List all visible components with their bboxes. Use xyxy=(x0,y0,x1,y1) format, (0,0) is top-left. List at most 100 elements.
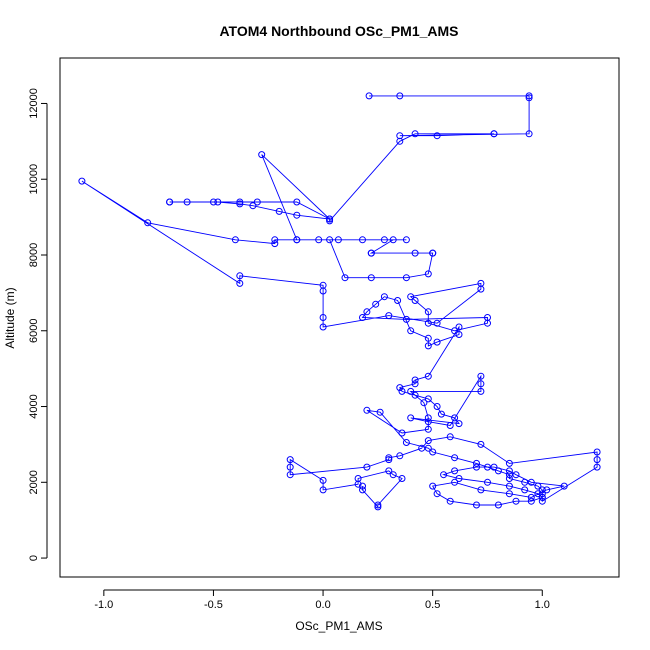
data-point xyxy=(402,274,410,282)
chart-title: ATOM4 Northbound OSc_PM1_AMS xyxy=(219,23,458,39)
data-point xyxy=(389,236,397,244)
data-point xyxy=(293,211,301,219)
data-point xyxy=(341,274,349,282)
data-point xyxy=(593,463,601,471)
data-point xyxy=(424,425,432,433)
data-point xyxy=(407,387,415,395)
data-point xyxy=(359,486,366,494)
data-point xyxy=(525,92,533,100)
data-point xyxy=(286,456,294,464)
data-point xyxy=(236,279,244,287)
data-point xyxy=(477,279,485,287)
data-point xyxy=(402,439,410,446)
data-point xyxy=(359,314,366,321)
data-point xyxy=(236,198,244,206)
data-point xyxy=(451,454,459,462)
data-point xyxy=(484,478,491,486)
data-point xyxy=(385,456,393,464)
data-point xyxy=(359,482,366,490)
data-point xyxy=(538,490,546,498)
data-point xyxy=(326,215,334,223)
data-point xyxy=(451,467,459,475)
data-point xyxy=(527,493,535,501)
data-point xyxy=(380,236,388,244)
data-point xyxy=(420,399,428,407)
data-point xyxy=(144,219,152,227)
data-point xyxy=(166,198,174,206)
data-point xyxy=(385,467,393,475)
data-point xyxy=(424,418,432,426)
data-point xyxy=(367,249,375,257)
data-point xyxy=(433,132,441,140)
data-point xyxy=(293,198,301,206)
data-point xyxy=(505,459,513,467)
x-tick-label: 0.5 xyxy=(425,599,440,611)
data-point xyxy=(433,319,441,327)
data-point xyxy=(396,137,404,145)
data-point xyxy=(521,478,529,486)
data-point xyxy=(326,236,334,244)
data-point xyxy=(424,270,432,278)
data-point xyxy=(538,486,546,494)
data-point xyxy=(376,408,384,416)
data-point xyxy=(543,486,551,494)
data-point xyxy=(275,207,283,215)
data-point xyxy=(473,459,480,467)
data-point xyxy=(271,236,279,244)
data-point xyxy=(424,308,432,316)
data-point xyxy=(473,463,480,471)
data-point xyxy=(505,467,513,475)
data-point xyxy=(455,331,463,338)
data-point xyxy=(451,414,459,422)
data-point xyxy=(424,444,432,452)
data-point xyxy=(258,151,266,159)
data-point xyxy=(396,452,404,460)
data-point xyxy=(398,429,406,437)
data-point xyxy=(521,486,529,494)
data-point xyxy=(424,414,432,422)
y-tick-label: 10000 xyxy=(28,164,40,195)
data-point xyxy=(505,471,513,479)
data-point xyxy=(389,471,397,479)
data-point xyxy=(231,236,239,244)
data-point xyxy=(334,236,342,244)
data-point xyxy=(396,384,404,392)
data-point xyxy=(210,198,217,206)
data-point xyxy=(451,478,459,486)
data-point xyxy=(236,272,244,280)
data-point xyxy=(407,414,415,422)
data-point xyxy=(398,387,406,395)
data-point xyxy=(451,327,459,335)
data-point xyxy=(437,410,445,418)
data-point xyxy=(433,490,441,498)
data-point xyxy=(593,456,601,464)
data-point xyxy=(407,293,415,301)
data-point xyxy=(446,433,454,441)
x-tick-label: 0.0 xyxy=(315,599,330,611)
x-axis: -1.0 -0.5 0.0 0.5 1.0 xyxy=(94,589,550,611)
data-point xyxy=(446,497,454,505)
data-point xyxy=(402,315,410,323)
data-point xyxy=(363,308,371,316)
data-point xyxy=(446,422,454,429)
data-point xyxy=(374,503,382,511)
x-tick-label: 1.0 xyxy=(535,599,550,611)
y-tick-label: 12000 xyxy=(28,88,40,119)
data-point xyxy=(315,236,323,244)
y-tick-label: 8000 xyxy=(28,243,40,267)
data-point xyxy=(440,471,448,479)
data-point xyxy=(286,463,294,471)
data-point xyxy=(534,482,542,490)
x-tick-label: -1.0 xyxy=(94,599,113,611)
data-point xyxy=(429,448,437,456)
y-tick-label: 6000 xyxy=(28,319,40,343)
data-point xyxy=(407,327,415,335)
data-point xyxy=(253,198,261,206)
data-point xyxy=(367,274,375,282)
data-point xyxy=(319,314,327,321)
data-point xyxy=(286,471,294,479)
data-point xyxy=(424,395,432,403)
data-point xyxy=(505,482,513,490)
data-point xyxy=(380,293,388,301)
data-point xyxy=(398,475,406,482)
